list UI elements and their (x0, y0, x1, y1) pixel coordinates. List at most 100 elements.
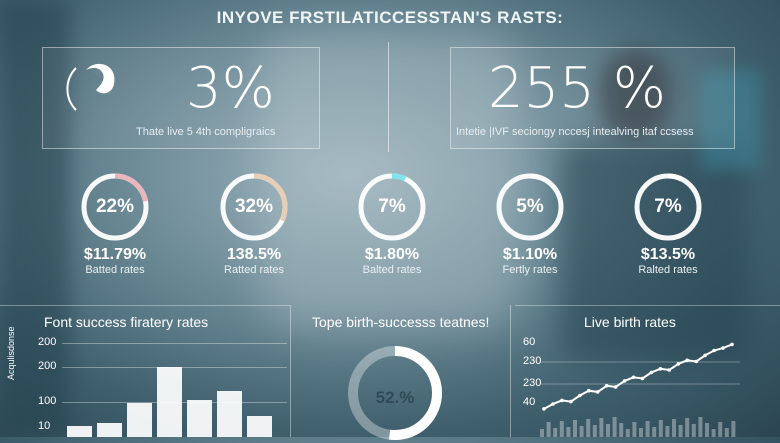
line-bg-bar (645, 421, 650, 437)
bar (217, 391, 242, 437)
section-rule-right (515, 305, 780, 306)
line-point (694, 359, 698, 364)
line-bg-bar (606, 424, 610, 437)
bg-wall-left (0, 0, 70, 437)
section-divider-left (290, 305, 291, 437)
bar-y-tick: 200 (38, 360, 57, 372)
ring-arc (220, 173, 288, 241)
ring-chart (220, 173, 288, 241)
line-bg-bar (612, 417, 617, 437)
ring-value: 7% (378, 196, 406, 217)
stat-value-left: 3% (186, 56, 275, 121)
line-y-tick: 230 (523, 377, 542, 389)
stat-caption-left: Thate live 5 4th compligraics (136, 126, 276, 138)
line-point (712, 348, 716, 353)
section-rule-left (0, 305, 290, 306)
line-point (560, 398, 564, 403)
bar (157, 367, 182, 437)
ring-label: Fertly rates (502, 264, 558, 276)
line-bg-bar (579, 426, 584, 437)
bg-equipment (260, 30, 520, 330)
line-y-tick: 40 (523, 396, 536, 408)
line-bg-bar (559, 421, 564, 437)
ring-amount: $13.5% (640, 246, 696, 263)
line-bg-bar (665, 426, 670, 437)
ring-arc (81, 173, 149, 241)
line-point (703, 353, 707, 358)
ring-arc (634, 173, 702, 241)
donut-value: 52.% (375, 388, 415, 407)
line-bg-bar (540, 429, 544, 437)
line-bg-bar (705, 423, 709, 437)
ring-arc (496, 173, 564, 241)
line-bg-bar (672, 419, 676, 437)
line-bg-bar (685, 418, 690, 437)
line-bg-bar (731, 421, 736, 437)
line-bg-bar (711, 429, 716, 437)
ring-chart (81, 173, 149, 241)
line-point (587, 388, 591, 393)
line-chart (540, 342, 740, 437)
donut-progress (348, 346, 442, 440)
bar-y-tick: 200 (38, 336, 57, 348)
line-point (569, 399, 573, 404)
line-point (604, 384, 609, 388)
ring-chart (634, 173, 702, 241)
line-bg-bar (658, 420, 663, 437)
ring-amount: $1.80% (364, 246, 420, 263)
line-bg-bar (586, 419, 591, 437)
panel-divider (388, 42, 389, 152)
section-divider-right (510, 305, 511, 437)
ring-label: Ralted rates (638, 264, 698, 276)
line-bg-bar (573, 420, 577, 437)
donut-chart (348, 346, 442, 440)
ring-value: 5% (516, 196, 544, 217)
line-point (721, 346, 725, 350)
bg-person (600, 50, 670, 140)
line-point (676, 362, 681, 366)
bar (67, 426, 92, 437)
line-point (613, 385, 618, 389)
line-bg-bar (632, 422, 637, 437)
ring-label: Batted rates (85, 264, 145, 276)
ring-arc (358, 173, 426, 241)
bar (97, 423, 122, 437)
line-point (631, 375, 636, 380)
line-point (622, 379, 627, 383)
line-point (658, 367, 663, 371)
line-series (543, 343, 733, 410)
line-bg-bar (625, 429, 630, 437)
bar (247, 416, 272, 437)
line-bg-bar (639, 428, 643, 437)
line-bg-bar (724, 428, 729, 437)
stat-panel-right (450, 47, 735, 149)
bar-y-tick: 100 (38, 395, 57, 407)
bar-gridline (62, 343, 287, 344)
ring-chart (358, 173, 426, 241)
line-bg-bar (678, 425, 683, 437)
line-bg-bar (546, 422, 551, 437)
line-bg-bar (698, 417, 703, 437)
ring-amount: $11.79% (83, 246, 147, 263)
line-bg-bar (566, 427, 571, 437)
line-y-tick: 60 (523, 336, 536, 348)
ring-label: Ratted rates (224, 264, 284, 276)
bar-axis-label: Acqulisdonse (6, 326, 16, 380)
ring-value: 7% (654, 196, 682, 217)
ring-chart (496, 173, 564, 241)
line-point (578, 393, 582, 398)
page-title: INYOVE FRSTILATICCESSTAN'S RASTS: (216, 8, 564, 27)
line-bg-bar (691, 424, 696, 437)
line-point (640, 376, 645, 381)
line-chart-title: Live birth rates (584, 314, 676, 330)
line-y-tick: 230 (523, 355, 542, 367)
line-bg-bar (652, 427, 657, 437)
ring-amount: $1.10% (502, 246, 558, 263)
donut-section-title: Tope birth-successs teatnes! (312, 314, 490, 330)
line-point (730, 342, 734, 347)
line-bg-bar (553, 428, 558, 437)
bar-chart-title: Font success firatery rates (44, 314, 209, 330)
line-bg-bar (592, 425, 597, 437)
bar (127, 403, 152, 437)
line-bg-bar (718, 422, 723, 437)
